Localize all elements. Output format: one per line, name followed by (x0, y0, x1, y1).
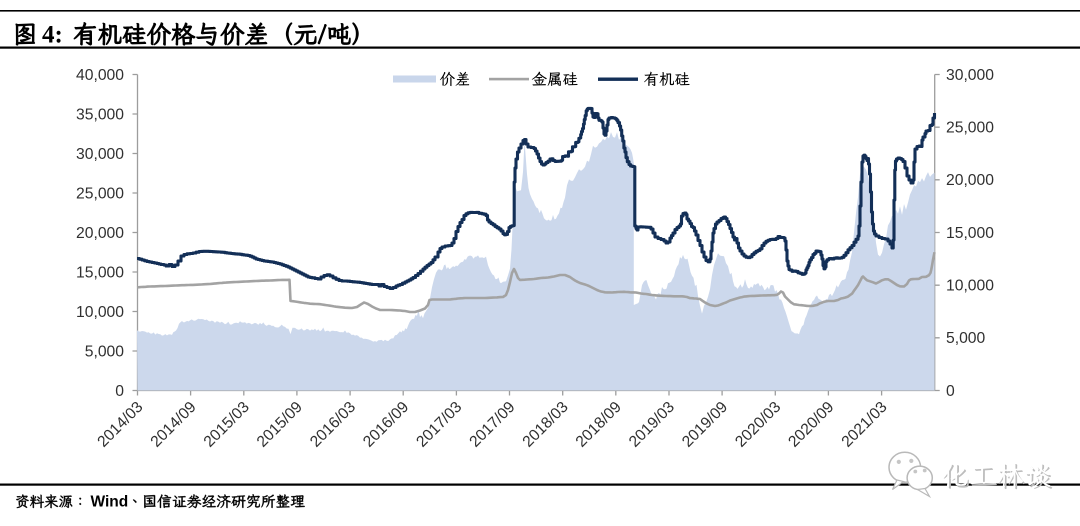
svg-text:25,000: 25,000 (946, 120, 994, 137)
svg-text:40,000: 40,000 (76, 67, 124, 84)
svg-text:Wind: Wind (91, 494, 129, 511)
svg-text:5,000: 5,000 (946, 330, 986, 347)
svg-text:4:: 4: (42, 22, 63, 49)
svg-text:30,000: 30,000 (76, 146, 124, 163)
svg-text:15,000: 15,000 (946, 225, 994, 242)
svg-text:30,000: 30,000 (946, 67, 994, 84)
svg-text:15,000: 15,000 (76, 264, 124, 281)
svg-text:20,000: 20,000 (76, 225, 124, 242)
svg-text:20,000: 20,000 (946, 172, 994, 189)
svg-text:0: 0 (946, 383, 955, 400)
svg-text:35,000: 35,000 (76, 106, 124, 123)
svg-text:25,000: 25,000 (76, 185, 124, 202)
svg-text:0: 0 (115, 383, 124, 400)
svg-text:10,000: 10,000 (946, 278, 994, 295)
svg-text:5,000: 5,000 (85, 343, 125, 360)
svg-text:10,000: 10,000 (76, 304, 124, 321)
